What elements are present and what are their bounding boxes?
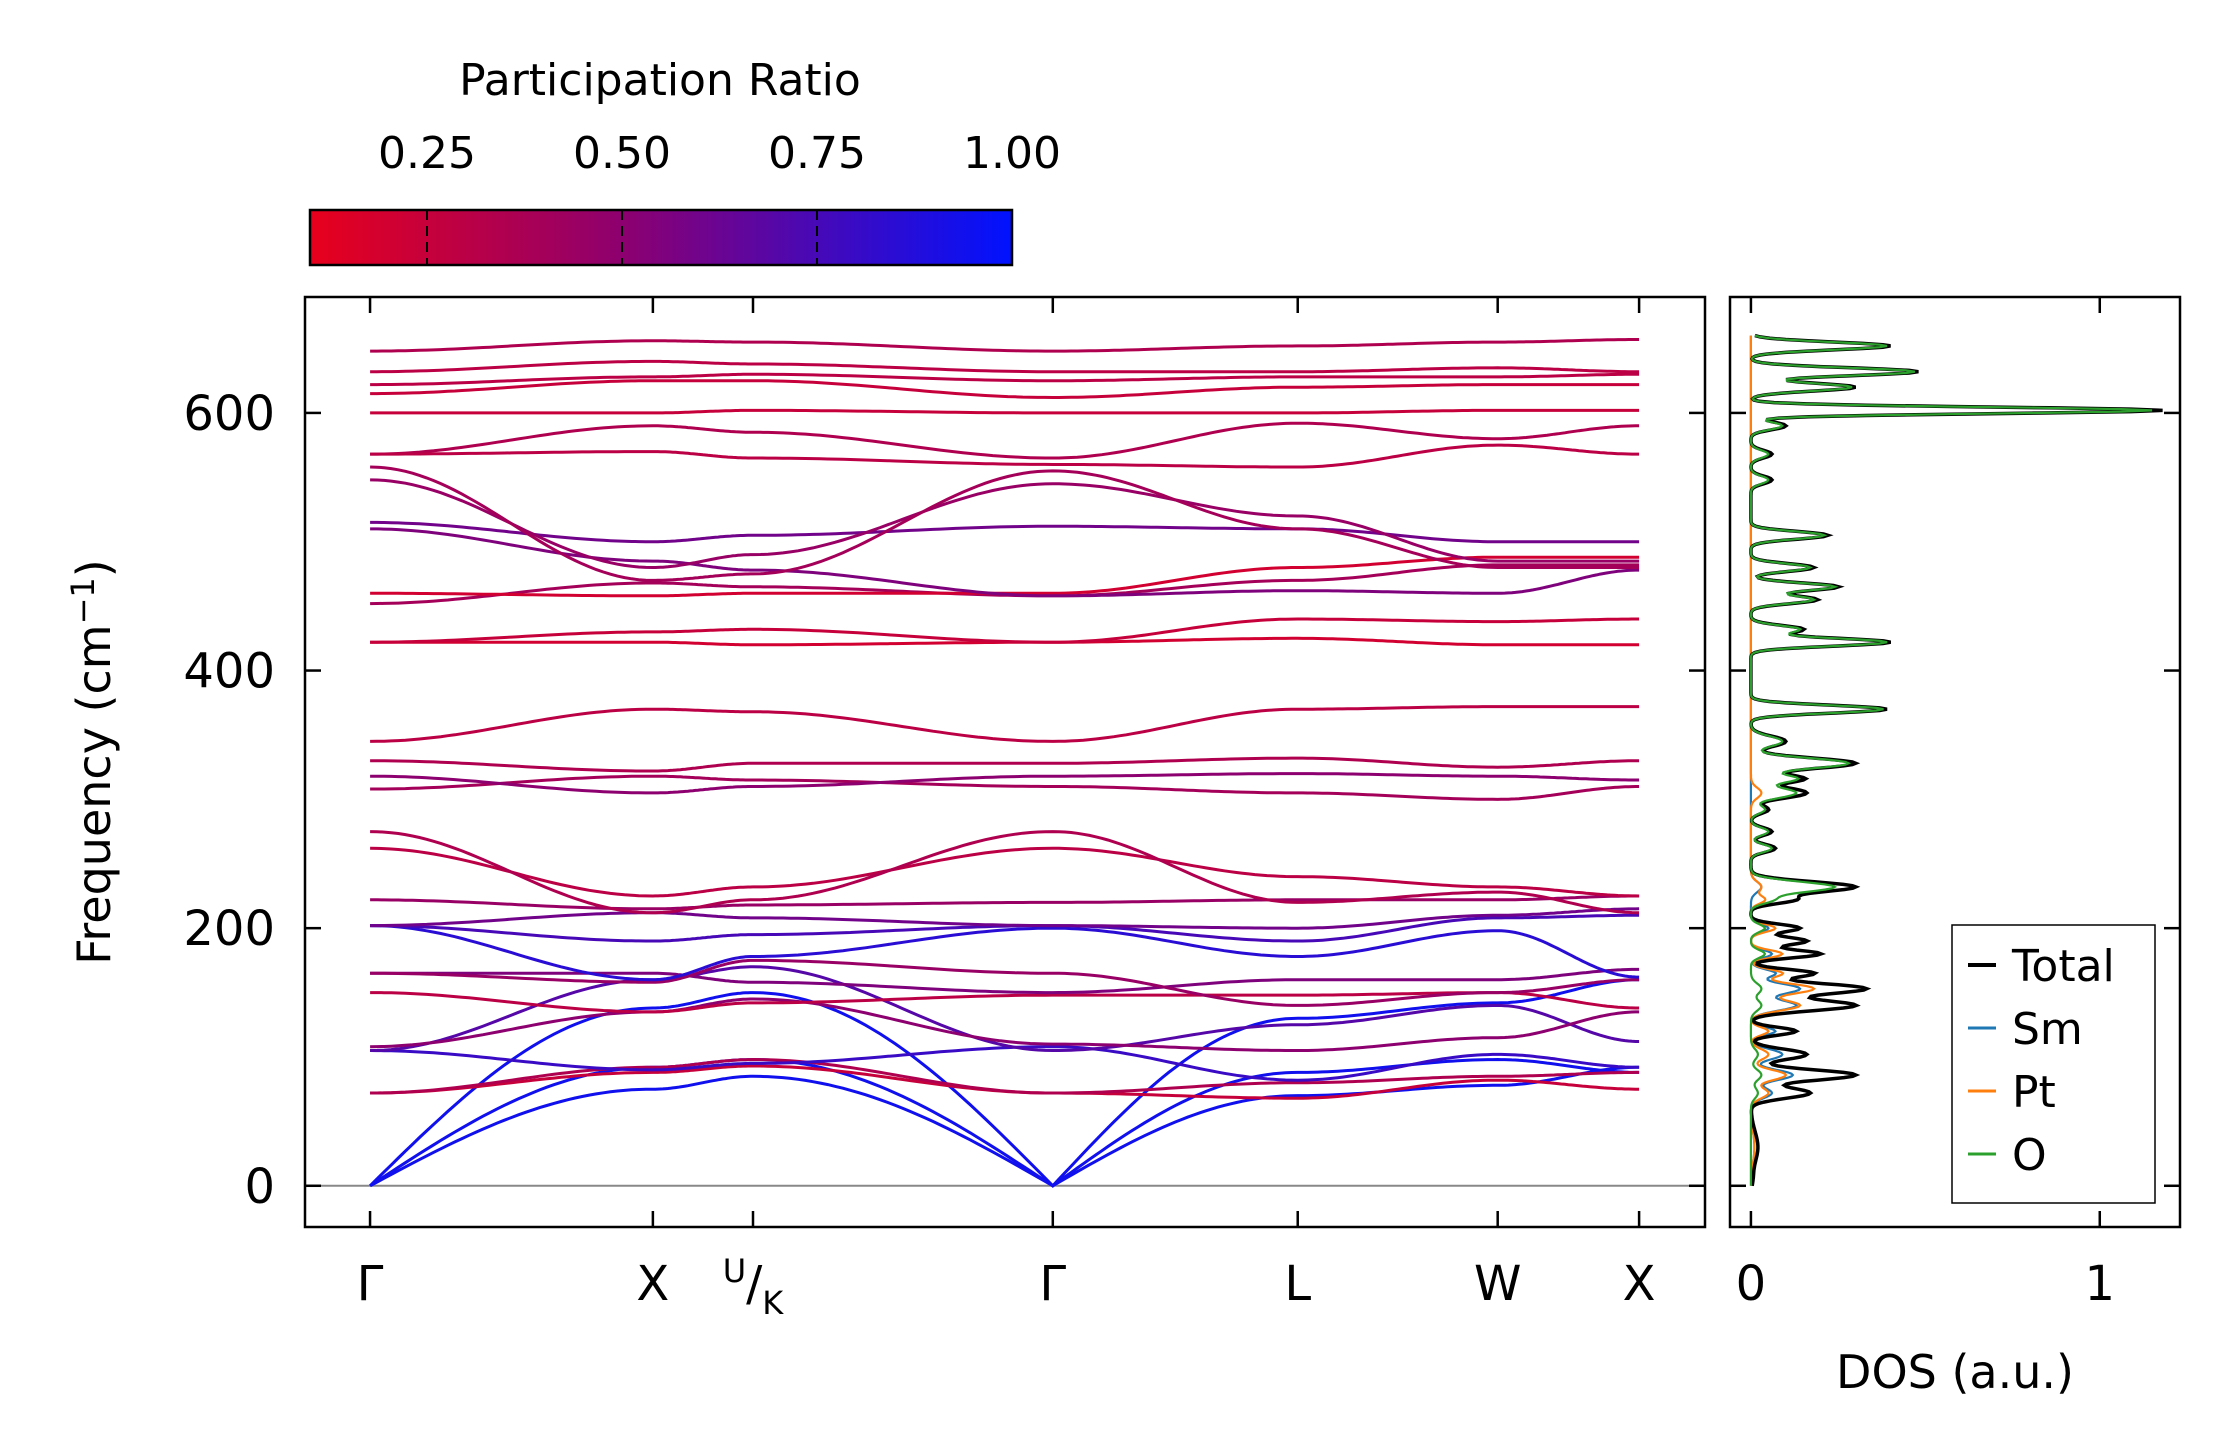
- band-20: [370, 705, 1640, 743]
- ylabel-text: Frequency (cm: [67, 624, 121, 964]
- k-path-ticks: Γ X U/K Γ L W X: [357, 297, 1656, 1322]
- band-31: [370, 408, 1640, 415]
- k-label-sub: K: [762, 1284, 784, 1322]
- ylabel-tail: ): [67, 559, 121, 577]
- k-label-6: X: [1623, 1256, 1656, 1312]
- frequency-axis-ticks: 0 200 400 600: [183, 386, 1705, 1215]
- band-30: [370, 443, 1640, 469]
- k-label-slash: /: [746, 1256, 763, 1312]
- ytick-label-200: 200: [183, 901, 275, 957]
- k-label-1: X: [636, 1256, 669, 1312]
- colorbar-tick-label-3: 1.00: [963, 128, 1061, 179]
- svg-text:Frequency (cm−1): Frequency (cm−1): [64, 559, 121, 964]
- colorbar-tick-label-0: 0.25: [378, 128, 476, 179]
- band-11: [370, 924, 1640, 982]
- k-label-sup: U: [723, 1252, 746, 1290]
- dos-plot-frame: [1728, 295, 2182, 1229]
- band-16: [370, 830, 1640, 915]
- band-22: [370, 617, 1640, 644]
- legend-label-pt: Pt: [2012, 1067, 2056, 1118]
- band-10: [370, 958, 1640, 1007]
- band-13: [370, 907, 1640, 930]
- colorbar-tick-labels: 0.25 0.50 0.75 1.00: [378, 128, 1061, 179]
- ylabel-superscript: −1: [64, 577, 102, 624]
- legend-frame: [1951, 924, 2156, 1204]
- ytick-label-0: 0: [244, 1159, 275, 1215]
- dos-curves: [1749, 333, 2163, 1187]
- colorbar: Participation Ratio 0.25 0.50 0.75 1.00: [308, 55, 1061, 267]
- dos-xtick-label-1: 1: [2084, 1256, 2115, 1312]
- colorbar-gradient-bar: [308, 208, 1014, 267]
- band-18: [370, 772, 1640, 795]
- band-19: [370, 756, 1640, 773]
- k-label-2: U/K: [723, 1252, 785, 1322]
- band-32: [370, 379, 1640, 399]
- colorbar-tick-label-2: 0.75: [768, 128, 866, 179]
- k-label-3: Γ: [1039, 1256, 1066, 1312]
- band-25: [370, 527, 1640, 598]
- k-label-4: L: [1284, 1256, 1311, 1312]
- dos-xtick-label-0: 0: [1736, 1256, 1767, 1312]
- frequency-axis-label: Frequency (cm−1): [64, 559, 121, 964]
- band-5: [370, 1045, 1640, 1082]
- band-26: [370, 520, 1640, 544]
- band-15: [370, 846, 1640, 898]
- colorbar-ticks: [426, 210, 1013, 265]
- band-4: [370, 1057, 1640, 1095]
- k-label-0: Γ: [357, 1256, 384, 1312]
- band-23: [370, 563, 1640, 606]
- legend-label-sm: Sm: [2012, 1004, 2083, 1055]
- k-label-5: W: [1474, 1256, 1521, 1312]
- band-29: [370, 421, 1640, 460]
- band-27: [370, 478, 1640, 569]
- colorbar-tick-label-1: 0.50: [573, 128, 671, 179]
- dos-legend: Total Sm Pt O: [1951, 924, 2156, 1204]
- band-33: [370, 372, 1640, 387]
- band-9: [370, 967, 1640, 995]
- dos-y-ticks: [1730, 411, 2180, 1188]
- legend-label-total: Total: [2011, 941, 2115, 992]
- colorbar-label: Participation Ratio: [459, 55, 861, 106]
- phonon-bands: [369, 338, 1640, 1188]
- ytick-label-400: 400: [183, 644, 275, 700]
- band-14: [370, 894, 1640, 911]
- band-34: [370, 359, 1640, 374]
- band-structure-panel: 0 200 400 600 Γ X U/K Γ L W X Frequency (cm−1): [64, 295, 1707, 1322]
- dos-axis-label: DOS (a.u.): [1836, 1345, 2074, 1399]
- ytick-label-600: 600: [183, 386, 275, 442]
- band-12: [370, 913, 1640, 943]
- band-17: [370, 774, 1640, 801]
- dos-curve-pt: [1749, 335, 1816, 1186]
- band-2: [369, 978, 1640, 1188]
- band-0: [369, 1065, 1640, 1188]
- band-24: [370, 555, 1640, 598]
- band-35: [370, 338, 1640, 353]
- dos-curve-o: [1749, 334, 2153, 1186]
- band-28: [370, 465, 1640, 582]
- band-plot-frame: [303, 295, 1707, 1229]
- legend-label-o: O: [2012, 1130, 2047, 1181]
